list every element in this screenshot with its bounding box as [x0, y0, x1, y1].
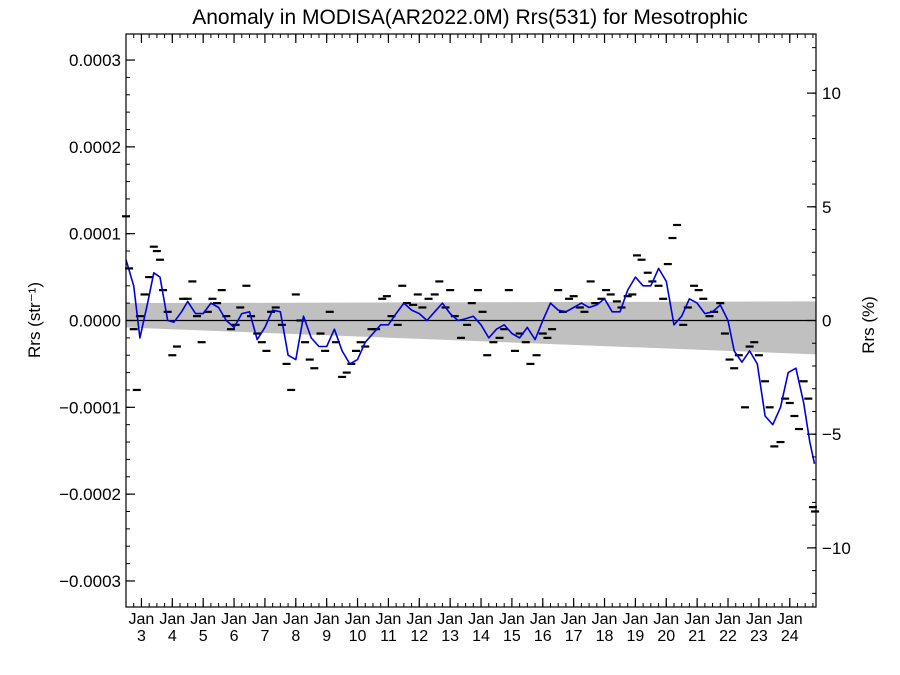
x-tick-label-year: 20	[657, 628, 675, 645]
y-tick-label: 0.0002	[69, 138, 121, 157]
y-tick-label: 0.0000	[69, 312, 121, 331]
smoothed-series-line	[125, 259, 816, 464]
x-tick-label-month: Jan	[159, 611, 185, 628]
x-tick-label-year: 9	[322, 628, 331, 645]
x-tick-label-year: 5	[199, 628, 208, 645]
x-tick-label-year: 14	[472, 628, 490, 645]
x-tick-label-month: Jan	[777, 611, 803, 628]
x-tick-label-year: 18	[596, 628, 614, 645]
uncertainty-band	[126, 301, 816, 355]
y-tick-label: −0.0001	[59, 398, 121, 417]
x-tick-label-month: Jan	[622, 611, 648, 628]
x-tick-label-month: Jan	[653, 611, 679, 628]
x-tick-label-month: Jan	[314, 611, 340, 628]
plot-area: 0.0003 0.0002 0.0001 0.0000 −0.0001 −0.0002 −0…	[59, 33, 851, 645]
x-tick-label-year: 22	[719, 628, 737, 645]
y-tick-label: −0.0002	[59, 485, 121, 504]
y-tick-label: 0.0003	[69, 51, 121, 70]
x-tick-label-year: 11	[380, 628, 397, 645]
x-tick-label-year: 19	[626, 628, 644, 645]
x-tick-label-month: Jan	[684, 611, 710, 628]
y-right-tick-label: −5	[822, 425, 841, 444]
x-tick-label-month: Jan	[592, 611, 618, 628]
y-tick-label: 0.0001	[69, 225, 121, 244]
x-tick-label-year: 16	[534, 628, 552, 645]
x-tick-label-month: Jan	[283, 611, 309, 628]
y-right-tick-label: −10	[822, 539, 851, 558]
x-tick-label-month: Jan	[437, 611, 463, 628]
y-right-tick-label: 5	[822, 198, 831, 217]
x-tick-label-month: Jan	[530, 611, 556, 628]
x-tick-label-month: Jan	[468, 611, 494, 628]
x-tick-label-month: Jan	[715, 611, 741, 628]
x-tick-label-year: 23	[750, 628, 768, 645]
x-tick-label-month: Jan	[746, 611, 772, 628]
x-tick-label-month: Jan	[221, 611, 247, 628]
x-tick-label-year: 21	[688, 628, 706, 645]
y-right-tick-label: 10	[822, 84, 841, 103]
y-tick-label: −0.0003	[59, 572, 121, 591]
x-tick-label-month: Jan	[252, 611, 278, 628]
x-tick-label-year: 12	[410, 628, 428, 645]
x-tick-label-month: Jan	[190, 611, 216, 628]
x-tick-label-year: 3	[137, 628, 146, 645]
x-tick-label-year: 8	[291, 628, 300, 645]
x-tick-label-month: Jan	[376, 611, 402, 628]
x-tick-label-year: 6	[230, 628, 239, 645]
x-tick-label-year: 13	[441, 628, 459, 645]
x-tick-label-year: 15	[503, 628, 521, 645]
x-tick-label-year: 4	[168, 628, 177, 645]
y-right-tick-label: 0	[822, 312, 831, 331]
x-tick-label-month: Jan	[406, 611, 432, 628]
x-tick-label-month: Jan	[499, 611, 525, 628]
y-axis-label-left: Rrs (str⁻¹)	[25, 282, 44, 358]
x-tick-label-year: 10	[349, 628, 367, 645]
x-tick-label-year: 17	[565, 628, 583, 645]
x-tick-label-year: 7	[260, 628, 269, 645]
x-tick-label-month: Jan	[561, 611, 587, 628]
x-tick-label-year: 24	[781, 628, 799, 645]
chart-title: Anomaly in MODISA(AR2022.0M) Rrs(531) fo…	[192, 6, 748, 29]
x-tick-label-month: Jan	[345, 611, 371, 628]
y-axis-label-right: Rrs (%)	[859, 296, 878, 354]
x-tick-label-month: Jan	[129, 611, 155, 628]
